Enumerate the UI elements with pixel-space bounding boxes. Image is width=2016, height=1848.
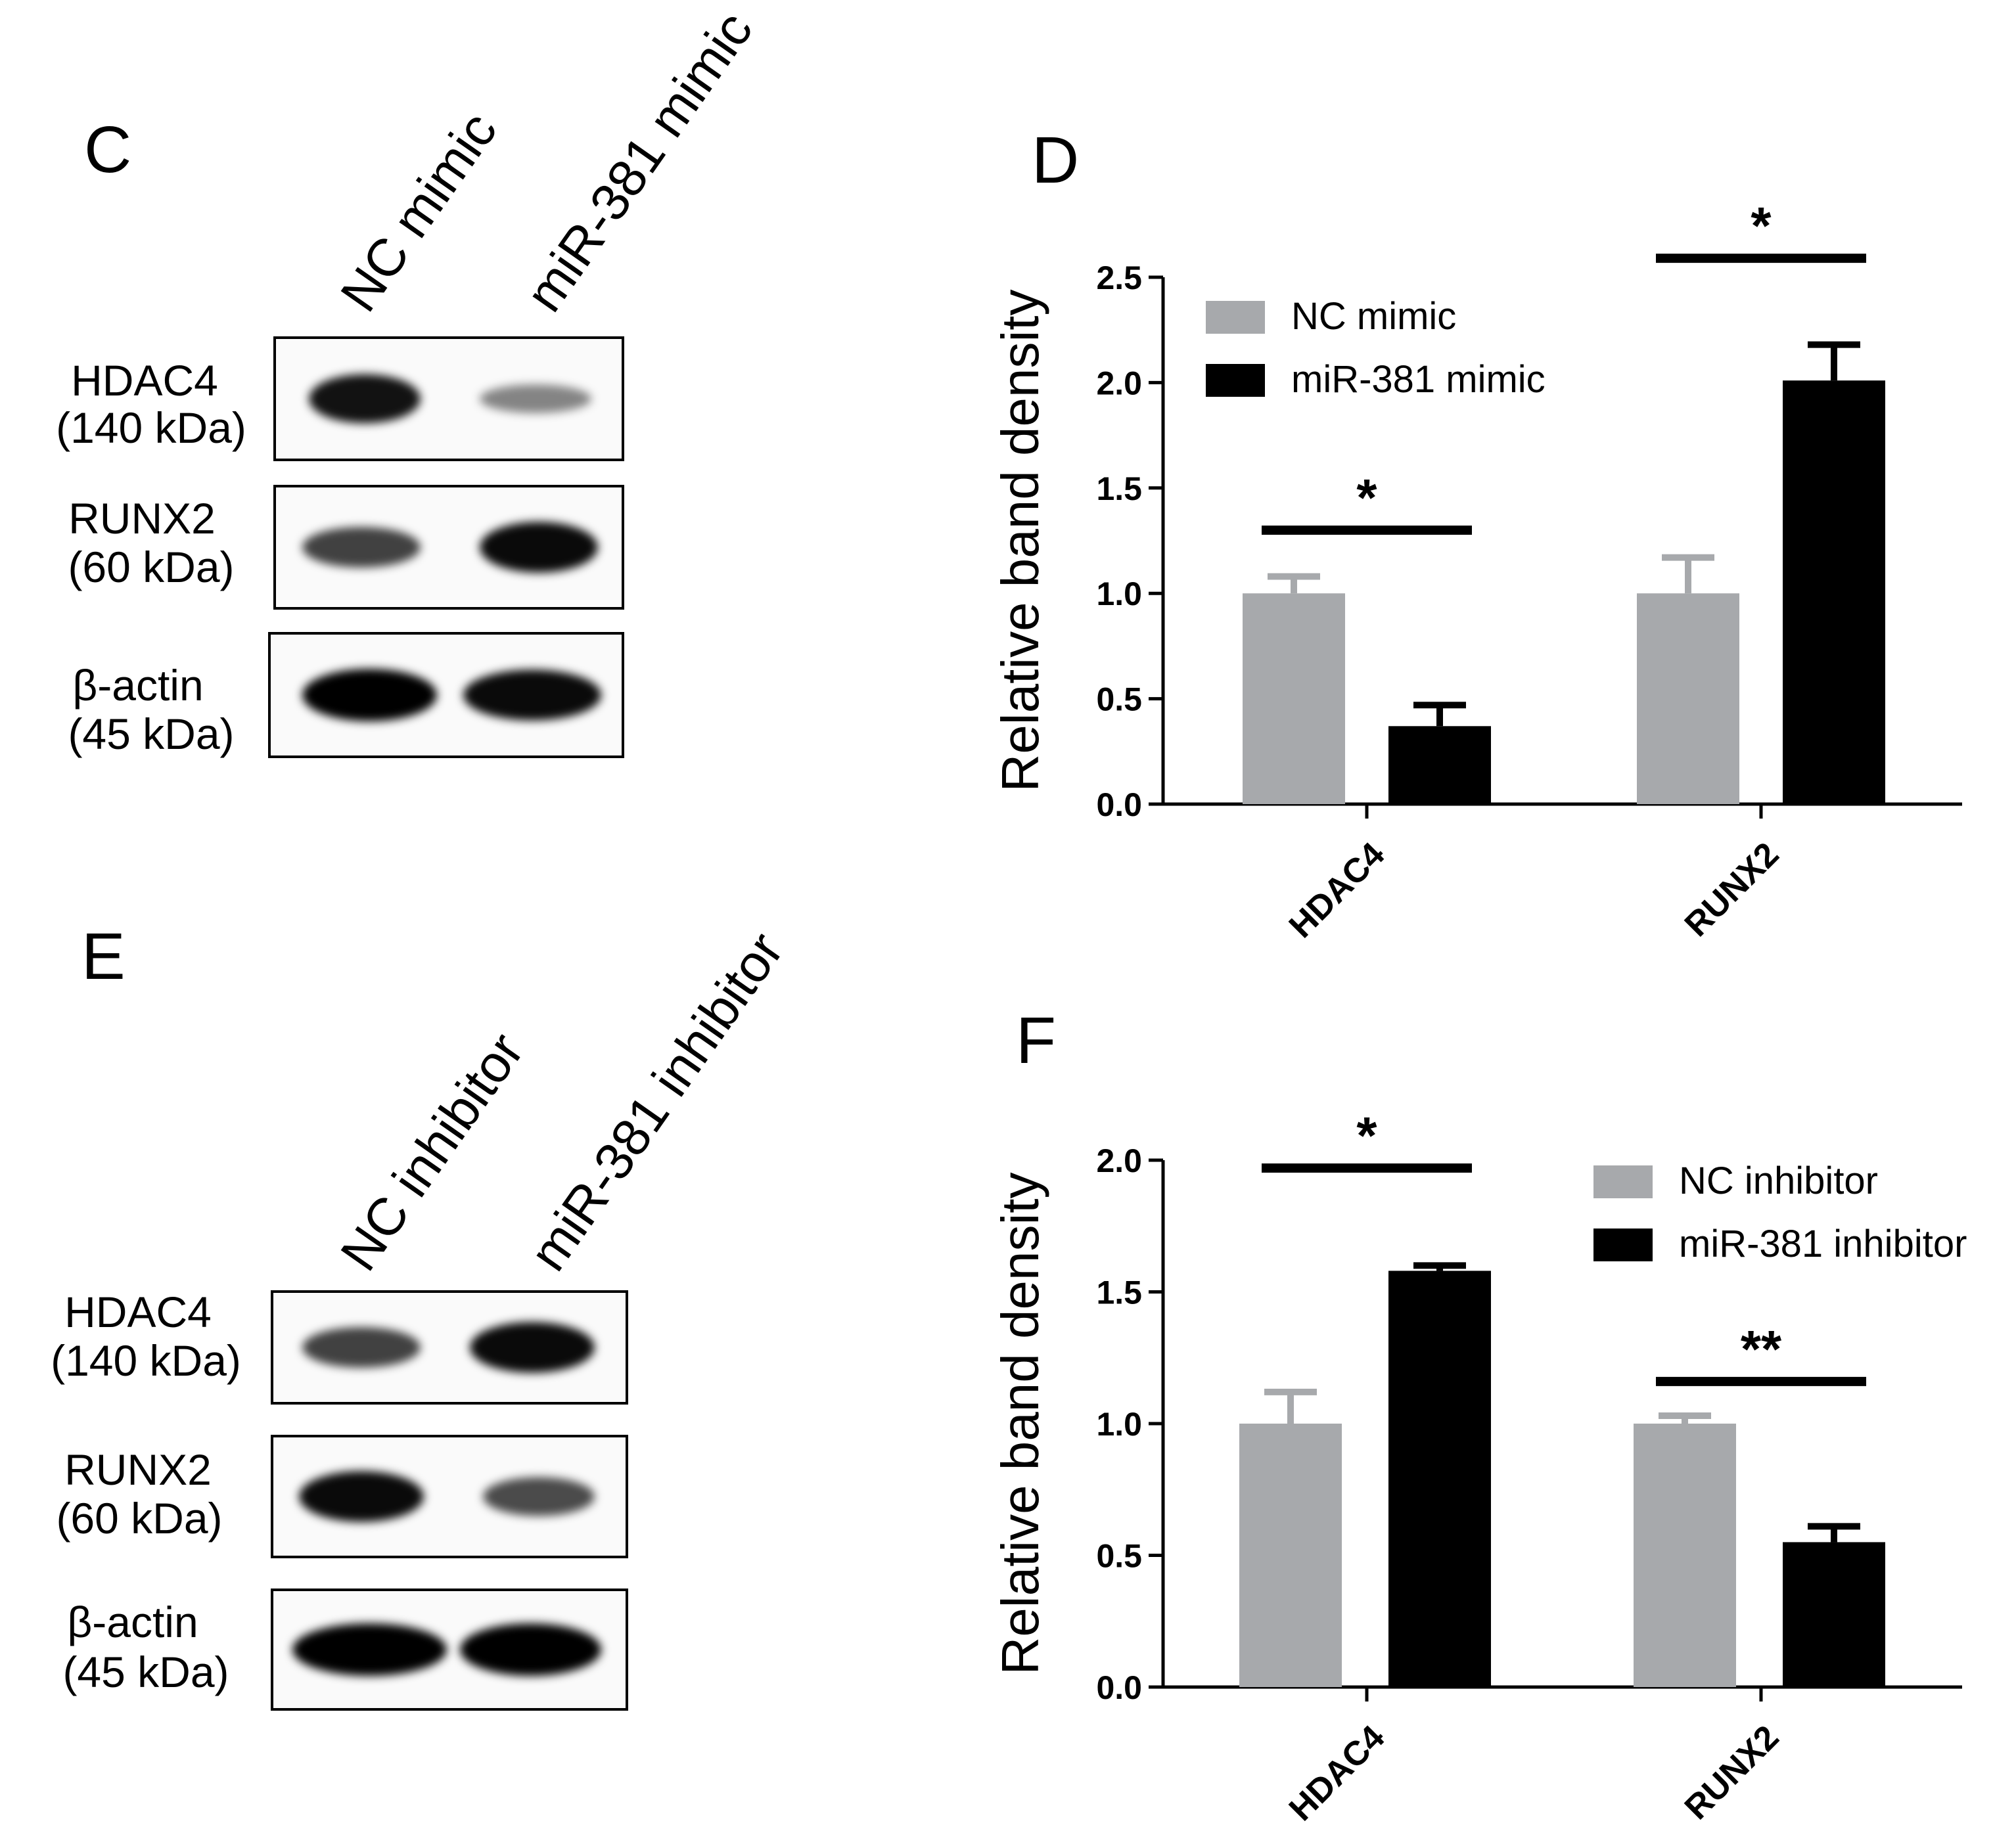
chart-f: 0.0 0.5 1.0 1.5 2.0 Relative band density HDAC… — [991, 1106, 1967, 1828]
y-tick-label: 2.0 — [1096, 1142, 1142, 1179]
blot-c-hdac4: HDAC4 (140 kDa) — [56, 336, 624, 461]
blot-bands — [302, 669, 601, 721]
bar-mir-381-mimic-runx2 — [1783, 380, 1885, 804]
blot-bands — [302, 1322, 595, 1373]
panel-d-letter: D — [1032, 124, 1079, 197]
y-tick-label: 0.0 — [1096, 1669, 1142, 1706]
bar-nc-inhibitor-hdac4 — [1239, 1424, 1342, 1687]
legend-swatch — [1593, 1165, 1653, 1198]
blot-band-lane-2 — [480, 384, 591, 413]
y-tick-label: 1.0 — [1096, 575, 1142, 612]
blot-label-name: β-actin — [72, 661, 203, 710]
significance-label: * — [1356, 1106, 1377, 1165]
blot-band-lane-1 — [292, 1623, 447, 1676]
blot-label-size: (140 kDa) — [56, 403, 246, 452]
blot-band-lane-1 — [299, 1471, 424, 1522]
blot-label-size: (140 kDa) — [51, 1336, 241, 1385]
panel-e: E NC inhibitor miR-381 inhibitor HDAC4 (… — [51, 920, 794, 1711]
panel-c-lane-label-mir381-mimic: miR-381 mimic — [515, 1, 764, 322]
blot-label-size: (60 kDa) — [56, 1494, 222, 1543]
blot-label-name: HDAC4 — [71, 356, 218, 405]
blot-label-size: (60 kDa) — [68, 543, 234, 591]
panel-e-lane-label-mir381-inhibitor: miR-381 inhibitor — [518, 922, 794, 1280]
panel-e-letter: E — [81, 920, 126, 993]
y-axis-title: Relative band density — [991, 290, 1049, 792]
blot-label-name: RUNX2 — [68, 494, 216, 543]
blot-label-size: (45 kDa) — [62, 1648, 229, 1696]
blot-band-lane-1 — [302, 1327, 421, 1368]
blot-bands — [302, 522, 598, 573]
panel-e-lane-label-nc-inhibitor: NC inhibitor — [329, 1022, 535, 1280]
blot-label-name: β-actin — [67, 1598, 198, 1646]
bar-mir-381-mimic-hdac4 — [1388, 726, 1491, 804]
blot-band-lane-2 — [483, 1477, 595, 1516]
legend-swatch — [1593, 1228, 1653, 1261]
legend-swatch — [1206, 364, 1265, 397]
legend-label: NC mimic — [1291, 295, 1456, 338]
legend-label: NC inhibitor — [1679, 1160, 1878, 1202]
bar-nc-mimic-hdac4 — [1243, 593, 1345, 804]
chart-d: 0.0 0.5 1.0 1.5 2.0 2.5 Relative band density H… — [991, 196, 1962, 945]
panel-c-letter: C — [84, 113, 131, 187]
blot-e-hdac4: HDAC4 (140 kDa) — [51, 1288, 628, 1405]
y-axis-title: Relative band density — [991, 1173, 1049, 1675]
x-tick-label: RUNX2 — [1678, 1718, 1787, 1827]
bar-mir-381-inhibitor-hdac4 — [1388, 1271, 1491, 1687]
y-tick-label: 1.0 — [1096, 1406, 1142, 1443]
bar-mir-381-inhibitor-runx2 — [1783, 1542, 1885, 1687]
blot-label-name: HDAC4 — [64, 1288, 212, 1336]
y-tick-label: 2.5 — [1096, 259, 1142, 296]
panel-c: C NC mimic miR-381 mimic HDAC4 (140 kDa)… — [56, 1, 764, 758]
blot-band-lane-2 — [460, 1623, 601, 1676]
significance-label: * — [1356, 468, 1377, 527]
x-tick-label: HDAC4 — [1282, 835, 1392, 945]
blot-label-name: RUNX2 — [64, 1445, 212, 1494]
panel-c-lane-label-nc-mimic: NC mimic — [329, 102, 508, 322]
blot-bands — [292, 1623, 601, 1676]
y-tick-label: 0.5 — [1096, 1538, 1142, 1575]
blot-c-runx2: RUNX2 (60 kDa) — [68, 485, 624, 610]
blot-band-lane-1 — [309, 374, 421, 424]
y-tick-label: 0.0 — [1096, 786, 1142, 823]
panel-f-letter: F — [1016, 1004, 1056, 1077]
blot-e-beta-actin: β-actin (45 kDa) — [62, 1589, 628, 1711]
blot-band-lane-2 — [463, 669, 601, 721]
blot-bands — [299, 1471, 595, 1522]
blot-band-lane-2 — [470, 1322, 595, 1373]
blot-bands — [309, 374, 591, 424]
x-tick-label: HDAC4 — [1282, 1718, 1392, 1828]
y-tick-label: 2.0 — [1096, 365, 1142, 401]
blot-c-beta-actin: β-actin (45 kDa) — [68, 632, 624, 758]
y-tick-label: 0.5 — [1096, 681, 1142, 718]
blot-e-runx2: RUNX2 (60 kDa) — [56, 1435, 628, 1558]
blot-label-size: (45 kDa) — [68, 710, 234, 758]
bar-nc-mimic-runx2 — [1637, 593, 1739, 804]
significance-label: ** — [1741, 1320, 1782, 1378]
y-tick-label: 1.5 — [1096, 470, 1142, 507]
legend-label: miR-381 inhibitor — [1679, 1223, 1967, 1265]
y-tick-label: 1.5 — [1096, 1274, 1142, 1311]
blot-band-lane-1 — [302, 669, 437, 721]
significance-label: * — [1751, 196, 1772, 255]
legend-label: miR-381 mimic — [1291, 358, 1546, 401]
blot-band-lane-1 — [302, 527, 421, 568]
blot-band-lane-2 — [480, 522, 598, 573]
bar-nc-inhibitor-runx2 — [1634, 1424, 1736, 1687]
x-tick-label: RUNX2 — [1678, 835, 1787, 944]
legend-swatch — [1206, 301, 1265, 334]
